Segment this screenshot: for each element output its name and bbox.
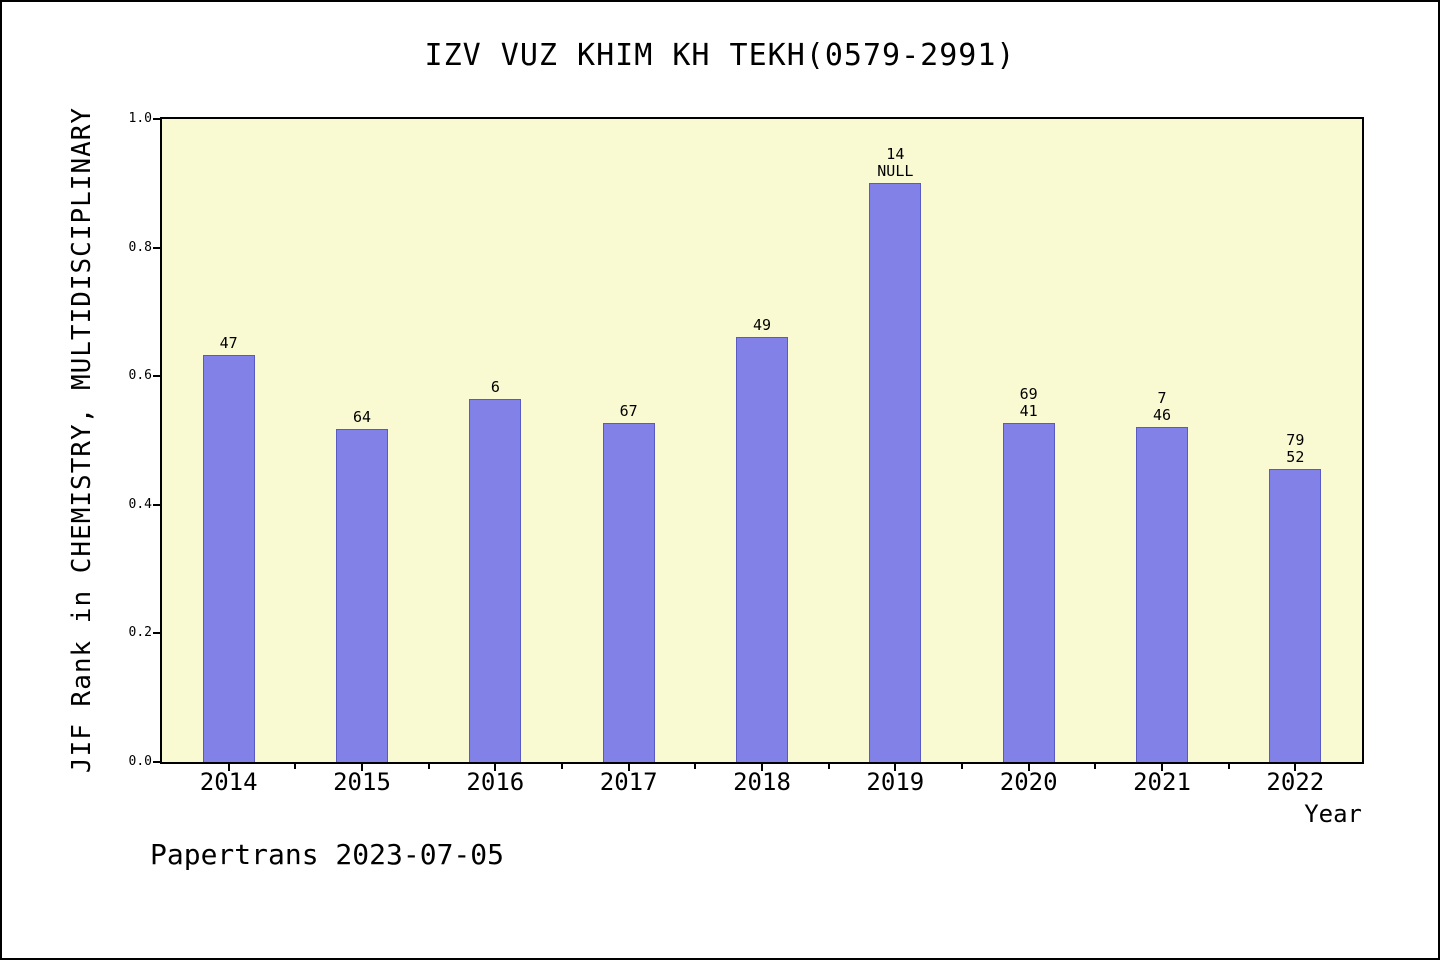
x-tick-mark xyxy=(894,764,897,771)
x-tick-mark xyxy=(1294,764,1297,771)
x-tick-mark xyxy=(1027,764,1030,771)
x-tick-label: 2016 xyxy=(466,768,525,796)
y-tick-mark xyxy=(153,503,160,506)
x-tick-mark xyxy=(627,764,630,771)
x-tick-label: 2017 xyxy=(599,768,658,796)
bar-2015 xyxy=(336,428,388,762)
x-tick-label: 2015 xyxy=(333,768,391,796)
bar-value-line: 52 xyxy=(1286,448,1305,467)
bar-value-line: 46 xyxy=(1152,406,1172,424)
bar-value-line: 7 xyxy=(1157,389,1167,407)
bar-value-line: 79 xyxy=(1286,431,1305,450)
x-tick-mark xyxy=(494,764,497,771)
chart-title: IZV VUZ KHIM KH TEKH(0579-2991) xyxy=(424,38,1016,73)
y-tick-label: 1.0 xyxy=(128,111,152,126)
x-tick-mark xyxy=(1161,764,1163,771)
y-tick-mark xyxy=(153,632,160,635)
bar-value-label: 7 46 xyxy=(1153,390,1171,424)
bar-value-line: 41 xyxy=(1019,402,1038,421)
y-tick-label: 0.6 xyxy=(128,368,152,384)
x-tick-label: 2021 xyxy=(1133,768,1191,796)
x-minor-tick-mark xyxy=(294,764,297,769)
bar-value-label: 67 xyxy=(620,403,638,420)
bar-2014 xyxy=(202,354,255,762)
bar-2019 xyxy=(869,183,922,762)
x-minor-tick-mark xyxy=(694,764,697,769)
x-minor-tick-mark xyxy=(961,764,963,769)
bar-2016 xyxy=(469,398,522,762)
bar-value-line: NULL xyxy=(877,162,914,181)
y-tick-label: 0.8 xyxy=(128,239,152,255)
y-tick-mark xyxy=(153,246,160,249)
bar-value-line: 64 xyxy=(352,407,372,426)
x-axis-title: Year xyxy=(1304,800,1362,828)
bar-value-line: 69 xyxy=(1019,385,1038,404)
bar-value-label: 64 xyxy=(352,407,372,426)
x-tick-label: 2018 xyxy=(733,768,791,796)
x-minor-tick-mark xyxy=(1227,764,1230,769)
footer-text: Papertrans 2023-07-05 xyxy=(150,838,505,871)
y-tick-label: 0.4 xyxy=(128,496,152,512)
x-minor-tick-mark xyxy=(427,764,430,769)
bar-value-label: 49 xyxy=(752,315,772,334)
x-tick-mark xyxy=(361,764,363,771)
bar-2020 xyxy=(1002,423,1055,762)
x-minor-tick-mark xyxy=(827,764,830,769)
bar-value-line: 49 xyxy=(752,315,772,334)
x-tick-mark xyxy=(227,764,230,771)
bar-value-label: 47 xyxy=(219,333,238,352)
y-tick-mark xyxy=(153,118,160,120)
x-tick-label: 2022 xyxy=(1266,768,1325,796)
x-minor-tick-mark xyxy=(1094,764,1097,769)
x-tick-label: 2014 xyxy=(199,768,258,796)
bar-value-label: 69 41 xyxy=(1020,386,1038,420)
y-axis-label: JIF Rank in CHEMISTRY, MULTIDISCIPLINARY xyxy=(67,106,97,774)
bar-value-line: 47 xyxy=(219,333,238,352)
y-tick-label: 0.2 xyxy=(128,625,152,641)
y-tick-label: 0.0 xyxy=(128,754,152,769)
bar-value-label: 6 xyxy=(490,377,500,396)
bar-value-label: 79 52 xyxy=(1286,432,1304,466)
plot-area: 47 64 6 67 49 14 NULL 69 41 7 46 79 52 xyxy=(162,119,1362,762)
bar-2017 xyxy=(602,423,655,762)
x-tick-label: 2019 xyxy=(866,768,925,796)
bar-2021 xyxy=(1136,427,1188,762)
bar-2022 xyxy=(1269,469,1322,762)
bar-value-line: 14 xyxy=(886,145,905,164)
bar-value-label: 14 NULL xyxy=(877,146,913,180)
x-minor-tick-mark xyxy=(561,764,563,769)
x-tick-label: 2020 xyxy=(999,768,1058,796)
bar-value-line: 67 xyxy=(619,402,638,421)
y-tick-mark xyxy=(153,761,160,763)
bar-value-line: 6 xyxy=(490,377,500,396)
y-tick-mark xyxy=(153,375,160,378)
x-tick-mark xyxy=(761,764,763,771)
bar-2018 xyxy=(736,336,788,762)
